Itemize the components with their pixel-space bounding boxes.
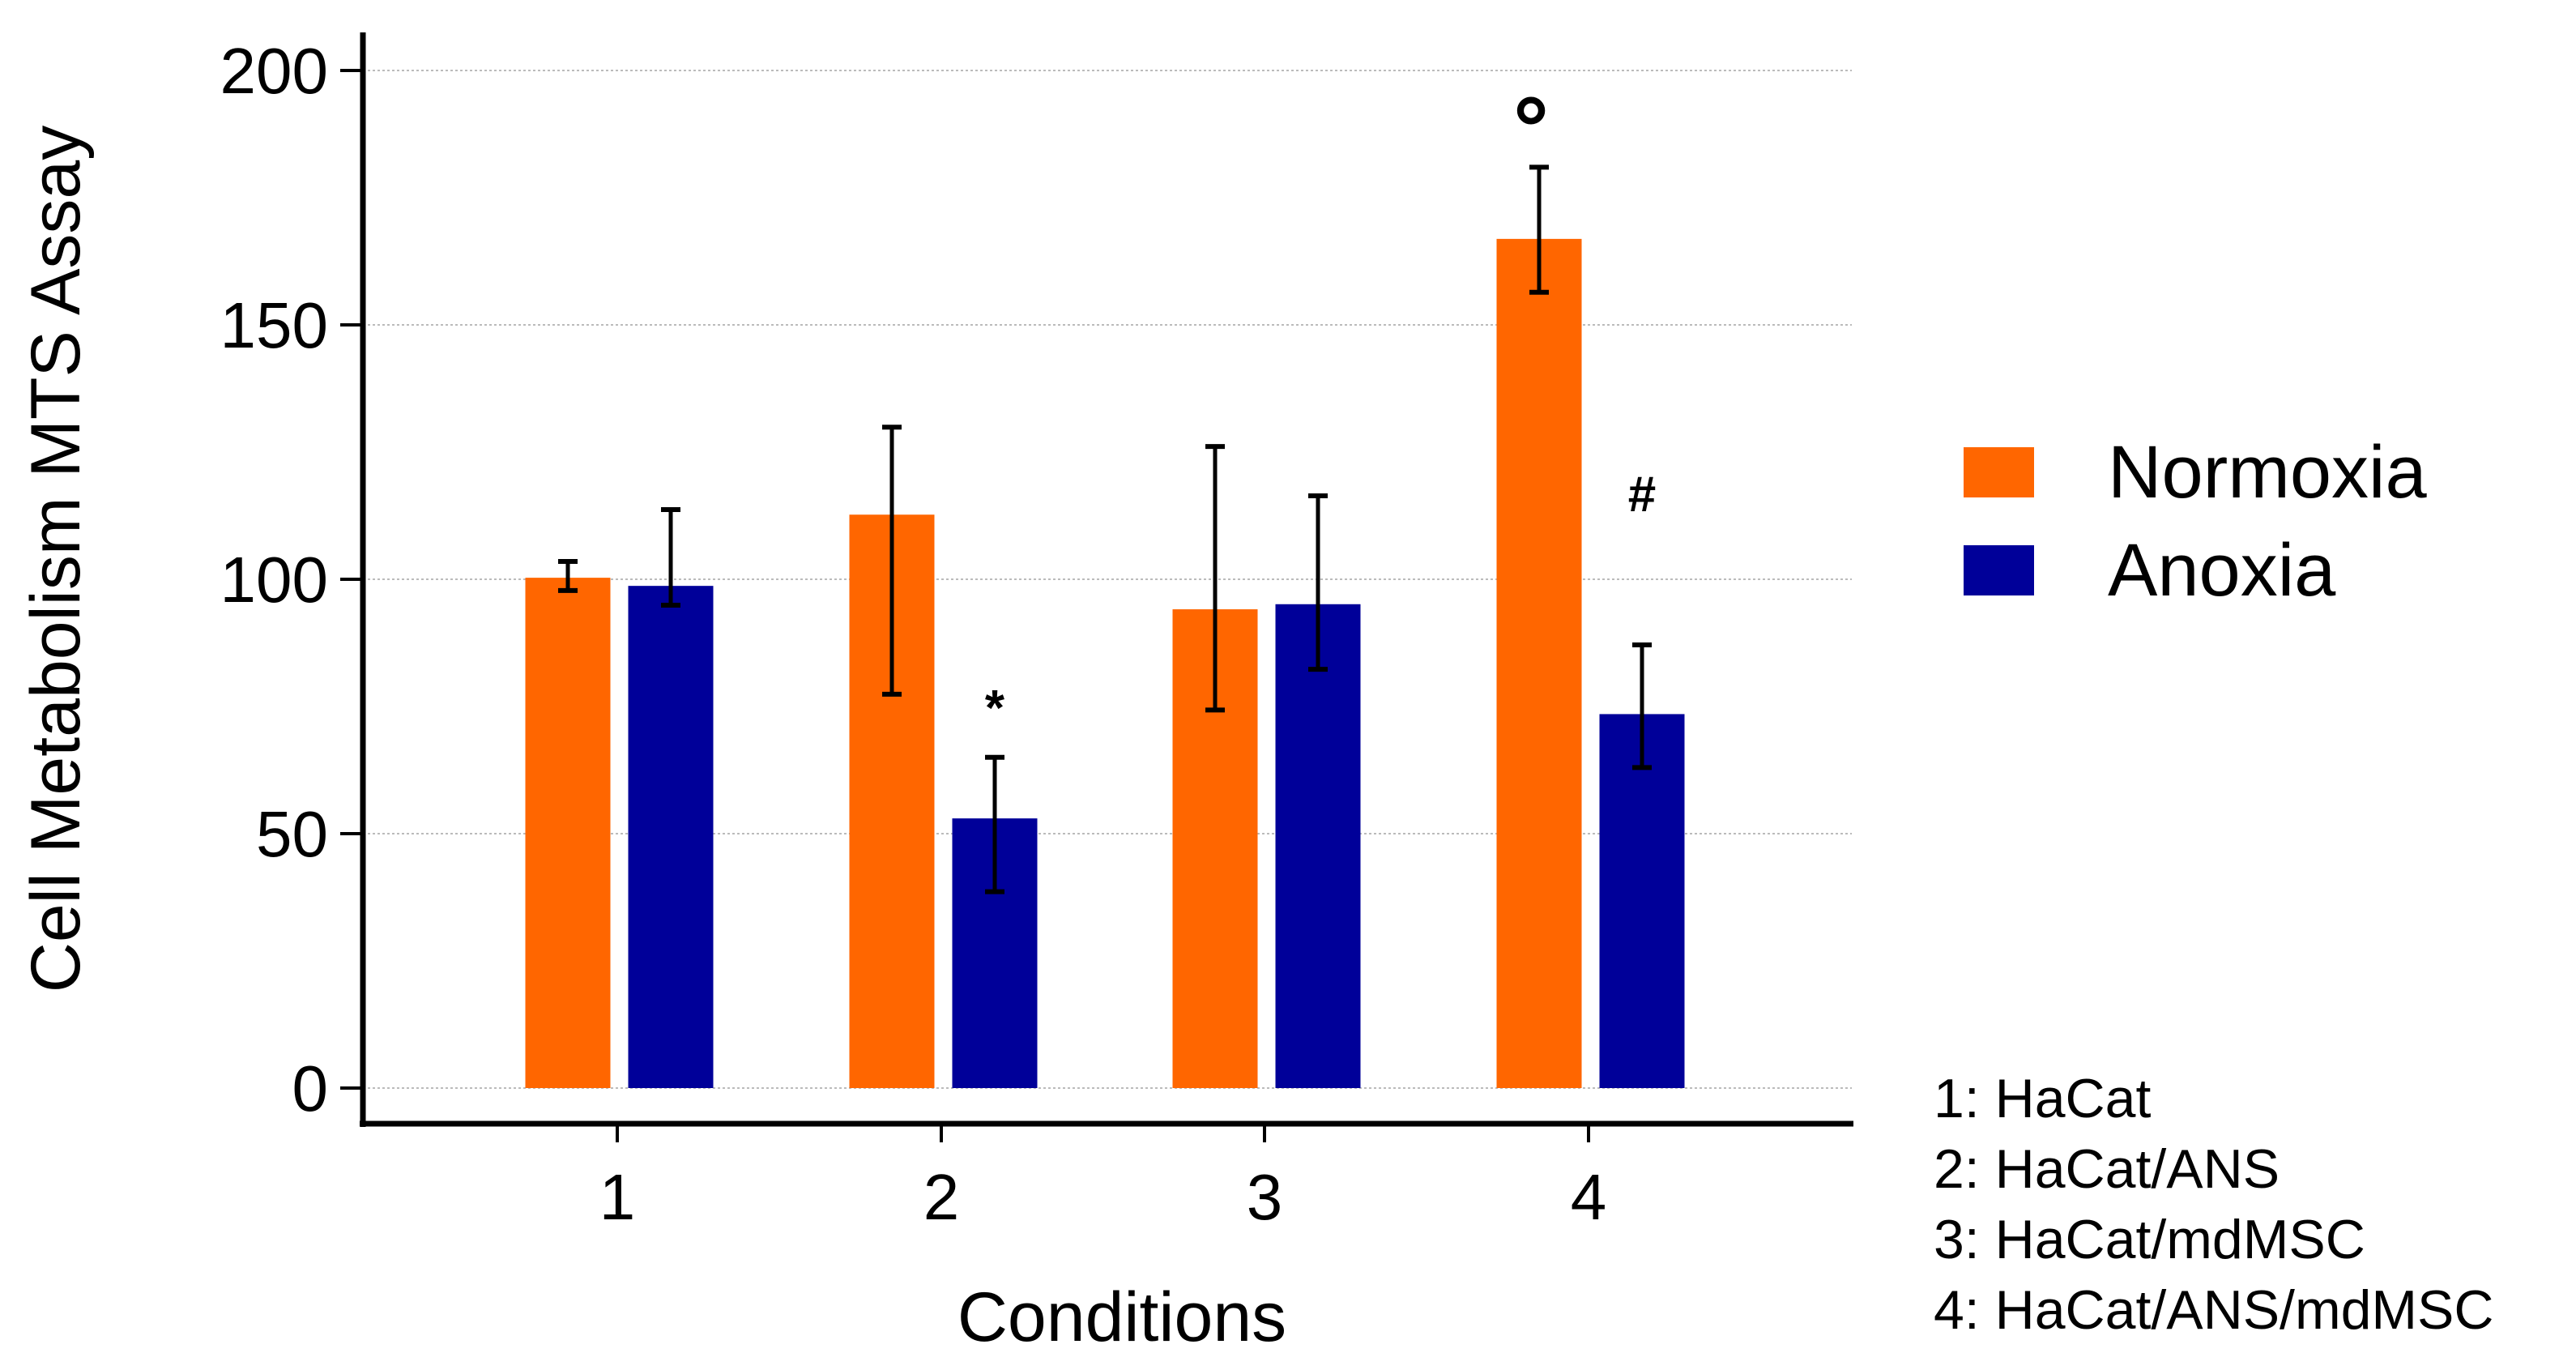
y-axis-label: Cell Metabolism MTS Assay [17, 126, 95, 993]
bar-anoxia-1 [628, 586, 714, 1088]
x-tick-label: 4 [1571, 1161, 1607, 1233]
error-bar [1632, 642, 1652, 770]
error-bar [882, 425, 902, 697]
annotations: * ° # [985, 79, 1656, 736]
bars [525, 164, 1685, 1088]
error-bar [1529, 164, 1549, 295]
significance-marker: * [985, 681, 1005, 736]
condition-key-item: 4: HaCat/ANS/mdMSC [1934, 1279, 2494, 1341]
legend: Normoxia Anoxia [1964, 431, 2427, 612]
y-tick-labels: 0 50 100 150 200 [220, 35, 363, 1125]
legend-label-normoxia: Normoxia [2108, 431, 2427, 514]
y-tick-label: 0 [292, 1052, 329, 1125]
error-bar [1308, 493, 1328, 672]
condition-key: 1: HaCat 2: HaCat/ANS 3: HaCat/mdMSC 4: … [1934, 1068, 2494, 1341]
y-tick-label: 100 [220, 544, 328, 616]
bar-anoxia-3 [1275, 604, 1361, 1088]
significance-marker: # [1628, 467, 1656, 523]
bar-normoxia-4 [1496, 238, 1582, 1088]
significance-marker: ° [1513, 79, 1549, 178]
legend-swatch-normoxia [1964, 447, 2034, 497]
x-tick-label: 3 [1247, 1161, 1283, 1233]
legend-label-anoxia: Anoxia [2108, 529, 2336, 612]
error-bar [1205, 444, 1225, 713]
bar-anoxia-4 [1599, 714, 1685, 1088]
x-axis-label: Conditions [957, 1278, 1286, 1356]
error-bar [661, 506, 680, 608]
x-tick-label: 2 [923, 1161, 960, 1233]
y-tick-label: 50 [256, 798, 328, 870]
legend-swatch-anoxia [1964, 545, 2034, 595]
condition-key-item: 2: HaCat/ANS [1934, 1138, 2280, 1200]
y-tick-label: 200 [220, 35, 328, 107]
error-bar [558, 559, 578, 593]
y-tick-label: 150 [220, 289, 328, 361]
x-tick-label: 1 [599, 1161, 636, 1233]
error-bar [985, 754, 1004, 894]
x-tick-labels: 1 2 3 4 [599, 1124, 1607, 1233]
bar-normoxia-1 [525, 578, 611, 1088]
condition-key-item: 3: HaCat/mdMSC [1934, 1209, 2365, 1270]
condition-key-item: 1: HaCat [1934, 1068, 2151, 1129]
